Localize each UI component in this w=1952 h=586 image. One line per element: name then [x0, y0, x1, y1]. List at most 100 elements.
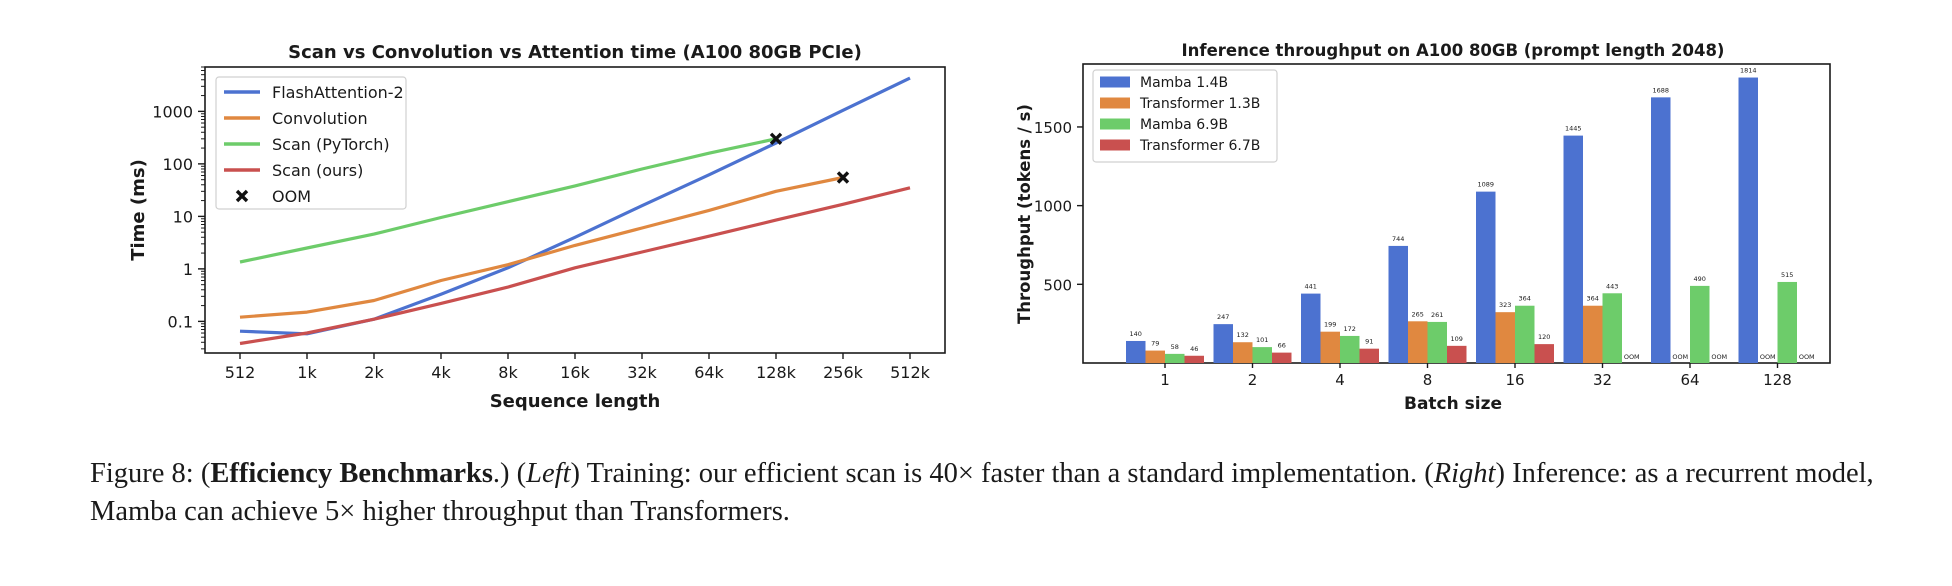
legend-label: Scan (ours)	[272, 161, 363, 180]
bar	[1602, 293, 1622, 363]
bar	[1320, 331, 1340, 363]
right-y-axis-ticks: 500 1000 1500	[1034, 119, 1083, 294]
left-x-tick-label: 32k	[627, 363, 657, 382]
bar-value-label: 441	[1305, 283, 1317, 291]
left-y-tick-label: 0.1	[168, 312, 193, 331]
right-chart-title: Inference throughput on A100 80GB (promp…	[1182, 41, 1725, 60]
right-bar-value-labels: 140 79 58 46 247 132 101 66 441 199 172 91 744 265 261…	[1130, 67, 1815, 361]
legend-swatch	[1100, 97, 1130, 109]
oom-label: OOM	[1711, 353, 1727, 361]
legend-label: Scan (PyTorch)	[272, 135, 390, 154]
bar-value-label: 66	[1278, 342, 1286, 350]
bar	[1165, 353, 1185, 363]
legend-swatch	[1100, 118, 1130, 130]
caption-after-bold: .) (	[492, 458, 527, 489]
caption-text-right: ) Inference: as a recurrent model, Mamba…	[90, 458, 1874, 527]
bar	[1563, 135, 1583, 363]
bar-value-label: 91	[1365, 338, 1373, 346]
right-x-tick-label: 64	[1680, 371, 1699, 389]
legend-label: Mamba 6.9B	[1140, 117, 1228, 133]
caption-prefix: Figure 8: (	[90, 458, 211, 489]
left-y-tick-label: 1	[183, 260, 193, 279]
legend-label: Convolution	[272, 109, 368, 128]
oom-marker	[769, 132, 783, 146]
right-x-tick-label: 8	[1423, 371, 1433, 389]
oom-label: OOM	[1624, 353, 1640, 361]
legend-label: Transformer 6.7B	[1139, 138, 1260, 154]
bar-value-label: 120	[1538, 333, 1550, 341]
figure-caption: Figure 8: (Efficiency Benchmarks.) (Left…	[90, 455, 1890, 531]
right-y-axis-label: Throughput (tokens / s)	[1015, 104, 1034, 324]
left-x-tick-label: 1k	[297, 363, 317, 382]
left-chart-title: Scan vs Convolution vs Attention time (A…	[288, 42, 862, 63]
bar	[1359, 348, 1379, 363]
bar-value-label: 1089	[1477, 181, 1494, 189]
left-x-tick-label: 256k	[823, 363, 864, 382]
bar-value-label: 265	[1412, 310, 1424, 318]
bar-value-label: 58	[1171, 343, 1179, 351]
bar	[1777, 281, 1797, 363]
right-y-tick-label: 500	[1043, 276, 1072, 294]
left-legend-box	[215, 76, 407, 210]
left-x-tick-label: 2k	[364, 363, 384, 382]
legend-swatch	[1100, 76, 1130, 88]
left-x-tick-label: 16k	[560, 363, 590, 382]
left-x-tick-label: 64k	[694, 363, 724, 382]
bar	[1272, 352, 1292, 363]
legend-oom-marker	[235, 189, 249, 203]
left-y-tick-label: 10	[173, 207, 193, 226]
left-x-tick-label: 8k	[498, 363, 518, 382]
oom-marker	[836, 171, 850, 184]
left-x-axis-label: Sequence length	[490, 391, 661, 412]
right-x-tick-label: 16	[1505, 371, 1524, 389]
bar	[1427, 321, 1447, 363]
bar	[1495, 312, 1515, 363]
bar	[1583, 305, 1603, 363]
legend-label: OOM	[272, 187, 311, 206]
left-y-tick-label: 1000	[152, 102, 193, 121]
bar-value-label: 515	[1781, 271, 1793, 279]
bar	[1213, 324, 1233, 363]
bar-value-label: 1688	[1652, 86, 1669, 94]
bar-value-label: 199	[1324, 321, 1336, 329]
bar-value-label: 323	[1499, 301, 1511, 309]
bar	[1651, 97, 1671, 363]
bar-value-label: 247	[1217, 313, 1229, 321]
bar	[1233, 342, 1253, 363]
legend-label: Transformer 1.3B	[1139, 96, 1260, 112]
right-legend-box	[1092, 69, 1278, 163]
line-convolution	[239, 175, 844, 319]
legend-label: Mamba 1.4B	[1140, 75, 1228, 91]
left-y-axis-ticks: 0.1 1 10 100 1000	[152, 66, 205, 350]
left-x-axis-ticks: 512 1k 2k 4k 8k 16k 32k 64k 128k 256k 512k	[225, 353, 931, 382]
right-y-tick-label: 1000	[1034, 198, 1072, 216]
bar	[1184, 355, 1204, 363]
right-bars	[1126, 77, 1797, 363]
bar	[1126, 340, 1146, 363]
right-chart: Inference throughput on A100 80GB (promp…	[1015, 41, 1831, 414]
line-scan-pytorch	[239, 137, 777, 264]
left-y-tick-label: 100	[162, 155, 193, 174]
bar	[1476, 191, 1496, 363]
right-x-axis-label: Batch size	[1404, 394, 1502, 414]
left-x-tick-label: 128k	[756, 363, 797, 382]
bar-value-label: 1814	[1740, 67, 1757, 75]
right-y-tick-label: 1500	[1034, 119, 1072, 137]
caption-bold: Efficiency Benchmarks	[210, 458, 493, 489]
right-x-tick-label: 2	[1248, 371, 1258, 389]
legend-swatch	[1100, 139, 1130, 151]
left-oom-markers	[769, 132, 850, 184]
bar	[1690, 285, 1710, 363]
oom-label: OOM	[1760, 353, 1776, 361]
oom-label: OOM	[1799, 353, 1815, 361]
bar-value-label: 261	[1431, 311, 1443, 319]
bar	[1738, 77, 1758, 363]
caption-italic-right: Right	[1433, 458, 1496, 489]
bar-value-label: 140	[1130, 330, 1142, 338]
bar-value-label: 364	[1587, 295, 1599, 303]
bar-value-label: 79	[1151, 340, 1159, 348]
bar-value-label: 132	[1237, 331, 1249, 339]
bar-value-label: 490	[1694, 275, 1706, 283]
right-x-tick-label: 128	[1763, 371, 1792, 389]
bar-value-label: 364	[1519, 295, 1531, 303]
